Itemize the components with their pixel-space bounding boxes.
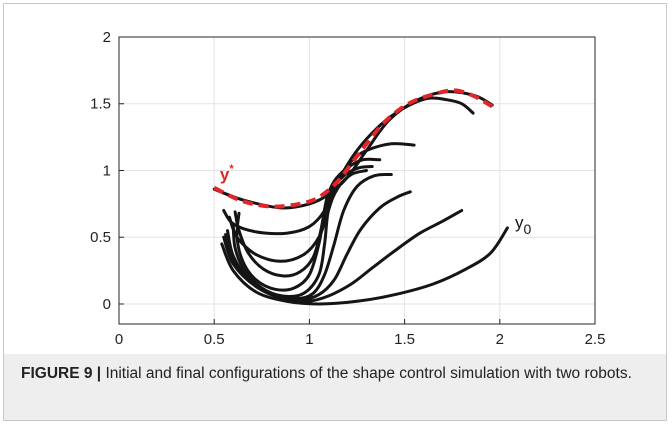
x-tick-label: 2.5 — [585, 331, 606, 348]
caption-separator: | — [92, 365, 106, 382]
caption-label: FIGURE 9 — [21, 365, 93, 382]
x-tick-label: 0.5 — [204, 331, 225, 348]
shape-control-chart: 0 0.5 1 1.5 2 2.500.511.52 y*y0 — [90, 29, 605, 348]
initial-label: y0 — [515, 213, 532, 237]
x-tick-label: 1 — [305, 331, 313, 348]
curve-series — [212, 88, 509, 306]
annotation-main: y — [220, 165, 230, 184]
robot-configuration-curve — [227, 142, 416, 263]
plot-area — [119, 37, 595, 324]
robot-configuration-curve — [220, 226, 509, 306]
figure-panel: 0 0.5 1 1.5 2 2.5 0 0.5 1 1.5 2 y* y0 — [4, 4, 666, 354]
x-tick-label: 1.5 — [394, 331, 415, 348]
target-label: y* — [220, 163, 234, 184]
robot-configuration-curve — [222, 209, 464, 303]
figure-caption: FIGURE 9 | Initial and final configurati… — [4, 354, 666, 420]
y-tick-label: 1.5 — [90, 96, 111, 113]
robot-configuration-curve — [231, 169, 368, 298]
y-tick-label: 0 — [103, 296, 111, 313]
axes — [118, 36, 596, 325]
annotation-main: y — [515, 213, 524, 232]
axes-box — [118, 36, 596, 325]
tick-labels: 0 0.5 1 1.5 2 2.5 0 0.5 1 1.5 2 — [90, 29, 605, 348]
annotation-subscript: 0 — [524, 221, 532, 237]
annotations: y*y0 — [220, 163, 532, 237]
y-tick-label: 1 — [103, 162, 111, 179]
robot-configuration-curve — [235, 165, 374, 292]
annotation-superscript: * — [229, 163, 234, 175]
figure-frame — [3, 3, 667, 421]
x-tick-label: 2 — [496, 331, 504, 348]
x-tick-label: 0 — [115, 331, 123, 348]
y-tick-label: 2 — [103, 29, 111, 46]
caption-text: Initial and final configurations of the … — [105, 365, 632, 382]
grid-lines — [118, 36, 596, 324]
y-tick-label: 0.5 — [90, 229, 111, 246]
